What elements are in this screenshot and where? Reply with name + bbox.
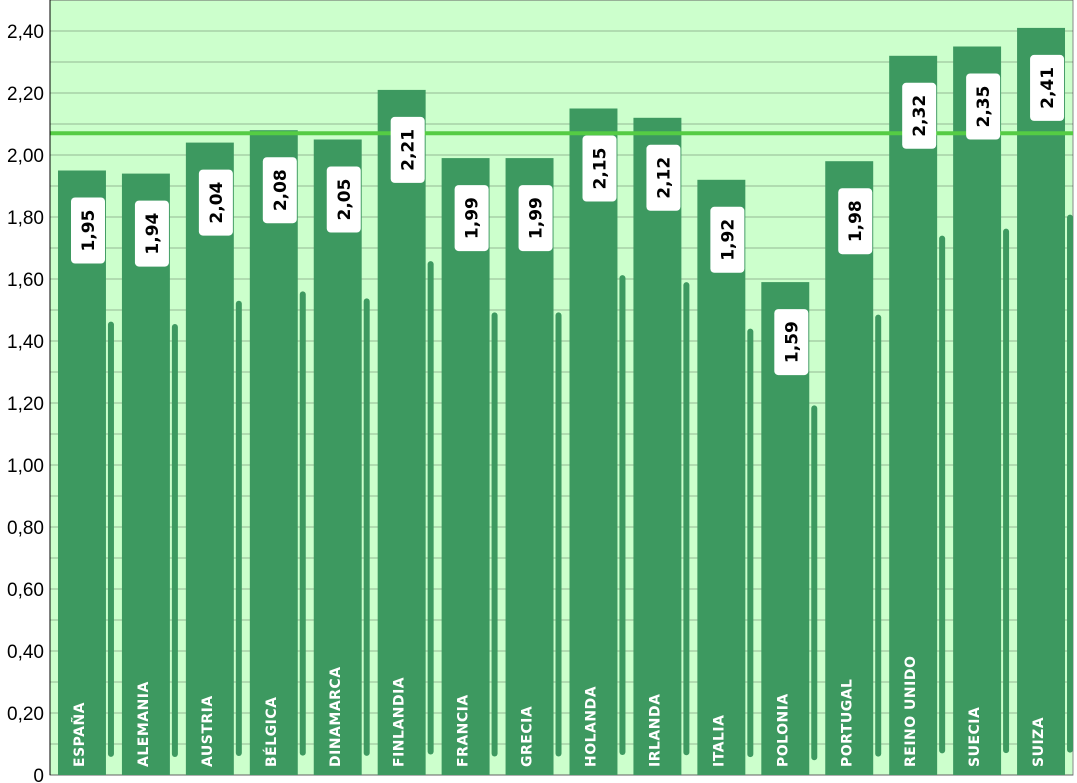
value-label-box bbox=[710, 206, 745, 273]
category-label: ALEMANIA bbox=[136, 681, 152, 767]
category-label: FINLANDIA bbox=[392, 677, 408, 767]
bar bbox=[1017, 27, 1066, 775]
bar bbox=[185, 142, 234, 776]
value-label: 1,59 bbox=[782, 321, 802, 363]
value-label: 1,92 bbox=[718, 219, 738, 261]
y-tick-label: 0,80 bbox=[7, 518, 44, 539]
value-label: 2,21 bbox=[399, 129, 419, 171]
bar bbox=[249, 130, 298, 775]
value-label: 1,99 bbox=[527, 197, 547, 239]
value-label-box bbox=[774, 309, 809, 376]
category-label: GRECIA bbox=[520, 706, 536, 767]
y-axis-tick-labels: 0 0,20 0,40 0,60 0,80 1,00 1,20 1,40 1,60 1,80 2,0… bbox=[7, 22, 44, 783]
y-tick-label: 1,40 bbox=[7, 332, 44, 353]
value-label-box bbox=[518, 185, 553, 252]
value-label-box bbox=[71, 197, 105, 264]
bar bbox=[505, 158, 554, 776]
value-label-box bbox=[582, 135, 617, 202]
bar-shadow bbox=[363, 298, 370, 756]
value-label-box bbox=[966, 73, 1001, 140]
value-label: 2,15 bbox=[591, 148, 611, 190]
category-label: SUECIA bbox=[967, 707, 983, 767]
y-tick-label: 1,60 bbox=[7, 270, 44, 291]
bar-shadow bbox=[427, 261, 434, 755]
y-tick-label: 0,40 bbox=[7, 642, 44, 663]
value-label-box bbox=[134, 200, 169, 267]
y-tick-label: 2,00 bbox=[7, 146, 44, 167]
category-label: AUSTRIA bbox=[200, 695, 216, 767]
bar-shadow bbox=[875, 314, 882, 757]
bar bbox=[889, 55, 938, 776]
value-label: 2,35 bbox=[974, 86, 994, 128]
value-label-box bbox=[262, 157, 297, 224]
value-label: 2,32 bbox=[910, 95, 930, 137]
value-label-box bbox=[1030, 54, 1065, 121]
bar bbox=[697, 179, 746, 776]
value-label-box bbox=[838, 188, 873, 255]
y-tick-label: 0 bbox=[33, 766, 44, 783]
bar bbox=[441, 158, 490, 776]
category-label: BÉLGICA bbox=[263, 697, 280, 767]
bar-shadow bbox=[1067, 214, 1074, 753]
y-tick-label: 0,20 bbox=[7, 704, 44, 725]
bar-shadow bbox=[619, 275, 626, 756]
bar-shadow bbox=[299, 291, 306, 756]
bar bbox=[569, 108, 618, 775]
bar bbox=[58, 170, 106, 775]
value-label: 1,99 bbox=[463, 197, 483, 239]
category-label: SUIZA bbox=[1031, 717, 1047, 767]
bar-shadow bbox=[1003, 228, 1010, 754]
bar bbox=[313, 139, 362, 775]
bar bbox=[953, 46, 1002, 775]
value-label: 2,05 bbox=[335, 179, 355, 221]
y-tick-label: 0,60 bbox=[7, 580, 44, 601]
category-label: FRANCIA bbox=[456, 694, 472, 767]
bar-shadow bbox=[811, 405, 818, 761]
value-label: 2,41 bbox=[1038, 67, 1058, 109]
category-label: IRLANDA bbox=[647, 694, 663, 767]
category-label: POLONIA bbox=[775, 693, 791, 767]
bars bbox=[58, 27, 1074, 776]
bar-shadow bbox=[107, 321, 114, 757]
category-label: HOLANDA bbox=[584, 686, 600, 767]
value-label-box bbox=[902, 82, 937, 149]
bar bbox=[633, 117, 682, 776]
value-label-box bbox=[454, 185, 489, 252]
bar-shadow bbox=[683, 282, 690, 756]
bar bbox=[121, 173, 170, 776]
category-label: ESPAÑA bbox=[71, 702, 88, 767]
bar-shadow bbox=[171, 323, 178, 757]
bar-shadow bbox=[235, 300, 242, 757]
y-tick-label: 1,80 bbox=[7, 208, 44, 229]
value-label: 2,04 bbox=[207, 181, 227, 223]
category-label: DINAMARCA bbox=[328, 666, 344, 767]
value-label: 2,12 bbox=[654, 157, 674, 199]
bar bbox=[825, 161, 874, 775]
value-label-box bbox=[390, 116, 425, 183]
y-tick-label: 2,40 bbox=[7, 22, 44, 43]
value-label: 1,98 bbox=[846, 200, 866, 242]
bar-shadow bbox=[747, 328, 754, 758]
y-tick-label: 2,20 bbox=[7, 84, 44, 105]
y-tick-label: 1,00 bbox=[7, 456, 44, 477]
bar-shadow bbox=[939, 235, 946, 754]
value-label-box bbox=[198, 169, 233, 236]
y-tick-label: 1,20 bbox=[7, 394, 44, 415]
value-label: 1,94 bbox=[143, 212, 163, 254]
value-label: 2,08 bbox=[271, 169, 291, 211]
value-label: 1,95 bbox=[79, 210, 99, 252]
category-label: ITALIA bbox=[711, 715, 727, 767]
data-labels: ESPAÑA 1,95 ALEMANIA 1,94 AUSTRIA 2,04 BÉLGICA… bbox=[71, 54, 1065, 767]
bar-shadow bbox=[491, 312, 498, 757]
category-label: PORTUGAL bbox=[839, 679, 855, 767]
bar-shadow bbox=[555, 312, 562, 757]
bar bbox=[377, 89, 426, 775]
value-label-box bbox=[326, 166, 361, 233]
value-label-box bbox=[646, 144, 681, 211]
category-label: REINO UNIDO bbox=[903, 656, 919, 767]
